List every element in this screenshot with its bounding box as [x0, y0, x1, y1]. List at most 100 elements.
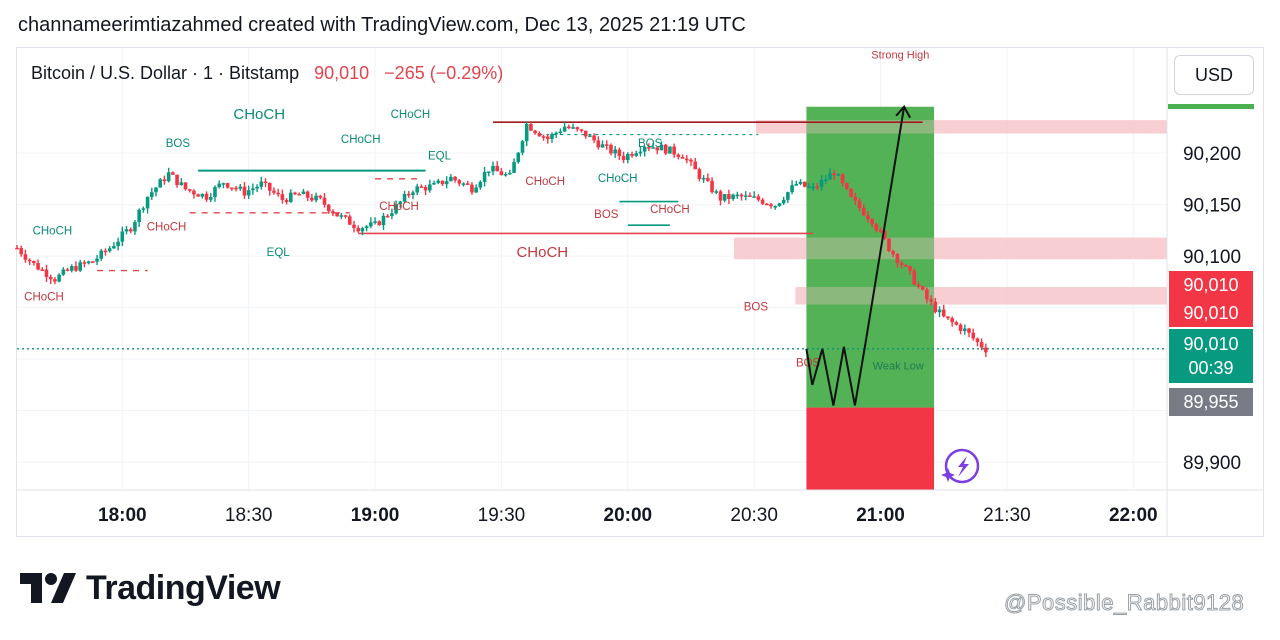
candle-body: [343, 215, 348, 217]
axes: 18:00 18:30 19:00 19:30 20:00 20:30 21:00 21:30…: [17, 48, 1263, 536]
candle-body: [61, 269, 66, 275]
candle-body: [491, 165, 495, 172]
candle-body: [870, 219, 874, 225]
tradingview-logo-text: TradingView: [86, 568, 281, 607]
candle-body: [604, 144, 609, 146]
structure-label: CHoCH: [341, 134, 381, 146]
candle-body: [634, 153, 639, 156]
candle-body: [853, 196, 858, 201]
candle-body: [133, 222, 137, 232]
candle-body: [520, 141, 525, 153]
projection-path: [805, 105, 912, 406]
candle-body: [512, 162, 516, 173]
sparkle-icon: [941, 448, 980, 484]
candle-body: [537, 133, 542, 137]
candle-body: [204, 193, 209, 200]
candle-body: [765, 203, 769, 206]
candle-body: [124, 229, 129, 232]
candle-body: [937, 309, 942, 313]
candle-body: [882, 230, 887, 239]
candle-body: [187, 189, 192, 191]
candle-body: [558, 131, 563, 134]
candle-body: [40, 269, 45, 272]
structure-label: BOS: [744, 302, 769, 314]
candle-body: [495, 165, 500, 172]
candle-body: [815, 186, 820, 189]
candle-body: [781, 199, 786, 204]
candle-body: [760, 199, 765, 204]
candle-body: [588, 135, 592, 137]
candle-body: [263, 181, 268, 184]
sparkle-icon-bolt: [958, 456, 969, 477]
time-tick-label: 19:00: [351, 505, 400, 526]
candle-body: [398, 201, 403, 205]
candle-body: [145, 196, 150, 209]
candle-body: [453, 176, 457, 181]
candle-body: [166, 172, 171, 182]
candle-body: [731, 194, 735, 199]
candle-body: [432, 182, 436, 185]
candle-body: [811, 186, 815, 189]
candle-body: [946, 316, 950, 319]
price-tick-label: 90,200: [1183, 144, 1241, 165]
structure-labels: CHoCH BOS CHoCH CHoCH CHoCH EQL CHoCH CHoCH CHoC…: [24, 49, 929, 372]
chart-credit: channameerimtiazahmed created with Tradi…: [18, 14, 746, 36]
candle-body: [428, 184, 432, 191]
currency-button[interactable]: USD: [1174, 55, 1254, 95]
candle-body: [550, 134, 554, 140]
time-tick-label: 20:30: [730, 505, 778, 526]
candle-body: [326, 204, 331, 212]
candle-body: [377, 221, 382, 226]
candle-body: [465, 183, 470, 185]
candle-body: [234, 187, 238, 190]
candle-body: [82, 262, 87, 264]
time-tick-label: 21:00: [856, 505, 905, 526]
candle-body: [638, 151, 643, 154]
time-tick-label: 19:30: [478, 505, 526, 526]
symbol-legend[interactable]: Bitcoin / U.S. Dollar · 1 · Bitstamp 90,…: [31, 63, 503, 84]
candle-body: [693, 161, 698, 170]
tradingview-logo[interactable]: TradingView: [20, 568, 281, 607]
candle-body: [802, 181, 807, 187]
candle-body: [971, 332, 976, 339]
candle-body: [933, 301, 938, 313]
candle-body: [562, 126, 567, 132]
candle-body: [592, 135, 596, 141]
candle-body: [352, 224, 356, 229]
stop-zone: [806, 407, 935, 490]
structure-label: CHoCH: [650, 204, 690, 216]
profit-zone: [806, 106, 935, 408]
candle-body: [600, 144, 605, 148]
price-tag-gray: 89,955: [1169, 388, 1253, 416]
candle-body: [314, 195, 318, 201]
structure-label: BOS: [638, 138, 663, 150]
structure-label: CHoCH: [525, 176, 565, 188]
candle-body: [230, 187, 234, 190]
candle-body: [541, 136, 546, 138]
price-tick-label: 89,900: [1183, 453, 1241, 474]
candle-body: [499, 171, 504, 176]
candle-body: [415, 186, 419, 193]
candle-body: [369, 222, 373, 227]
candle-body: [735, 194, 740, 197]
time-tick-label: 18:30: [225, 505, 273, 526]
structure-label: BOS: [594, 209, 619, 221]
candle-body: [474, 187, 478, 193]
candle-body: [743, 195, 748, 197]
candle-body: [74, 266, 78, 271]
candle-body: [975, 338, 980, 343]
candle-body: [895, 254, 900, 263]
candle-body: [318, 195, 323, 198]
price-tick-label: 90,150: [1183, 196, 1241, 217]
candle-body: [609, 144, 613, 154]
candle-body: [583, 130, 588, 137]
candle-body: [773, 205, 778, 208]
candle-body: [887, 238, 891, 252]
candle-body: [251, 188, 255, 191]
candle-body: [406, 193, 411, 196]
zone-overlay: [806, 287, 935, 305]
candle-body: [15, 247, 19, 250]
strong-high-label: Strong High: [871, 49, 929, 61]
candle-body: [554, 132, 558, 135]
